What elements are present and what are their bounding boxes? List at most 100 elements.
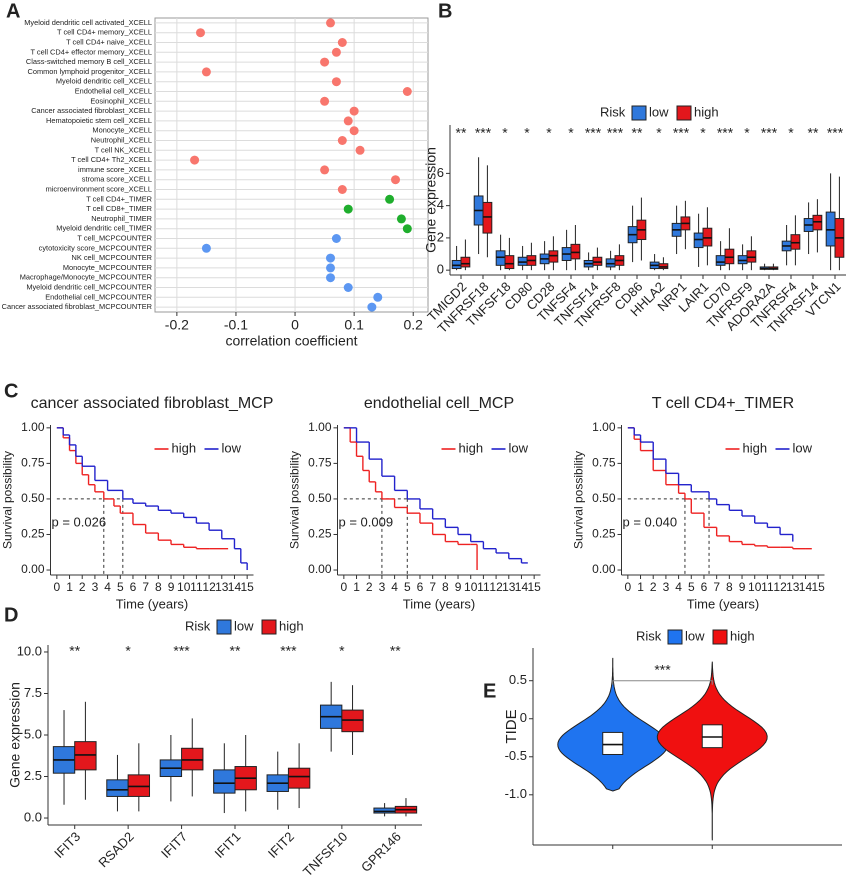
legend-label: low [685,628,705,643]
dot [337,38,347,47]
panel-letter: B [438,0,452,22]
x-tick-label: 5 [688,580,695,594]
x-tick-label: 11 [477,580,490,594]
category-label: Monocyte_MCPCOUNTER [63,263,152,272]
dot [367,302,377,312]
box [495,250,506,266]
y-tick-label: 10.0 [17,643,42,658]
category-label: Neutrophil_XCELL [91,135,152,144]
box [213,769,236,794]
x-tick-label: 1 [66,580,73,594]
box [548,250,559,263]
y-tick-label: 0 [520,710,527,725]
significance-label: ** [69,643,80,659]
dot [402,224,412,234]
x-tick-label: 2 [79,580,86,594]
legend-label: high [279,618,304,633]
x-tick-label: IFIT2 [265,829,297,861]
x-tick-label: 8 [155,580,162,594]
legend-label: low [509,440,529,455]
dot [326,263,335,273]
dot [349,106,359,116]
chart-title: cancer associated fibroblast_MCP [31,395,274,412]
x-axis-label: Time (years) [116,596,188,611]
legend-label: low [649,104,669,119]
dot [326,18,335,28]
box [693,232,704,249]
legend-label: high [730,628,755,643]
significance-label: *** [761,125,778,141]
legend-label: low [793,440,813,455]
x-tick-label: 13 [786,580,800,594]
y-tick-label: 0.50 [308,491,332,505]
dot [320,165,330,175]
significance-label: * [502,125,508,141]
p-value: p = 0.026 [52,515,107,530]
category-label: T cell NK_XCELL [95,145,152,154]
x-tick-label: 6 [701,580,708,594]
dot [343,204,353,214]
x-tick-label: RSAD2 [95,829,136,870]
x-tick-label: 14 [515,580,529,594]
chart-title: endothelial cell_MCP [364,395,514,412]
y-tick-label: 0 [437,262,444,277]
significance-label: *** [475,125,492,141]
significance-label: * [656,125,662,141]
category-label: T cell CD4+_TIMER [86,194,152,203]
x-tick-label: 15 [811,580,825,594]
legend-swatch [631,105,647,121]
y-axis-label: Survival possibility [572,451,586,549]
category-label: Myeloid dendritic cell_XCELL [56,77,152,86]
category-label: Myeloid dendritic cell activated_XCELL [24,18,152,27]
box [825,211,836,247]
significance-label: *** [607,125,624,141]
box [746,250,757,263]
box [602,731,624,755]
dot [402,87,412,96]
y-tick-label: 1.00 [21,420,45,434]
category-label: cytotoxicity score_MCPCOUNTER [39,243,152,252]
significance-label: * [125,643,131,659]
category-label: Myeloid dendritic cell_MCPCOUNTER [26,282,152,291]
significance-label: *** [717,125,734,141]
x-tick-label: 11 [190,580,203,594]
x-tick-label: 8 [726,580,733,594]
x-tick-label: 4 [675,580,682,594]
box [127,774,151,797]
box [812,214,823,231]
box [570,243,581,260]
y-tick-label: 7.5 [24,685,42,700]
significance-label: *** [280,643,297,659]
category-label: Class-switched memory B cell_XCELL [26,57,152,66]
x-tick-label: 0 [341,580,348,594]
x-tick-label: 2 [650,580,657,594]
violin [557,657,669,792]
significance-label: *** [654,661,671,677]
category-label: Neutrophil_TIMER [91,214,152,223]
x-tick-label: 14 [799,580,813,594]
legend-label: high [694,104,719,119]
x-tick-label: 4 [104,580,111,594]
box [451,259,462,270]
category-label: Macrophage/Monocyte_MCPCOUNTER [20,273,152,282]
x-tick-label: 6 [130,580,137,594]
category-label: T cell CD4+ effector memory_XCELL [30,47,152,56]
significance-label: * [700,125,706,141]
x-tick-label: GPR146 [358,829,404,875]
box [715,255,726,266]
x-tick-label: 5 [117,580,124,594]
box [181,747,204,771]
y-tick-label: 0.75 [21,456,45,470]
dot [331,47,341,57]
box [605,258,616,268]
significance-label: ** [632,125,643,141]
box [658,263,669,270]
x-tick-label: 0 [54,580,61,594]
x-axis-label: Time (years) [403,596,475,611]
y-tick-label: 1.00 [592,420,616,434]
significance-label: ** [390,643,401,659]
dot [385,194,395,204]
category-label: Hematopoietic stem cell_XCELL [46,116,152,125]
y-tick-label: 0.75 [308,456,332,470]
significance-label: *** [585,125,602,141]
